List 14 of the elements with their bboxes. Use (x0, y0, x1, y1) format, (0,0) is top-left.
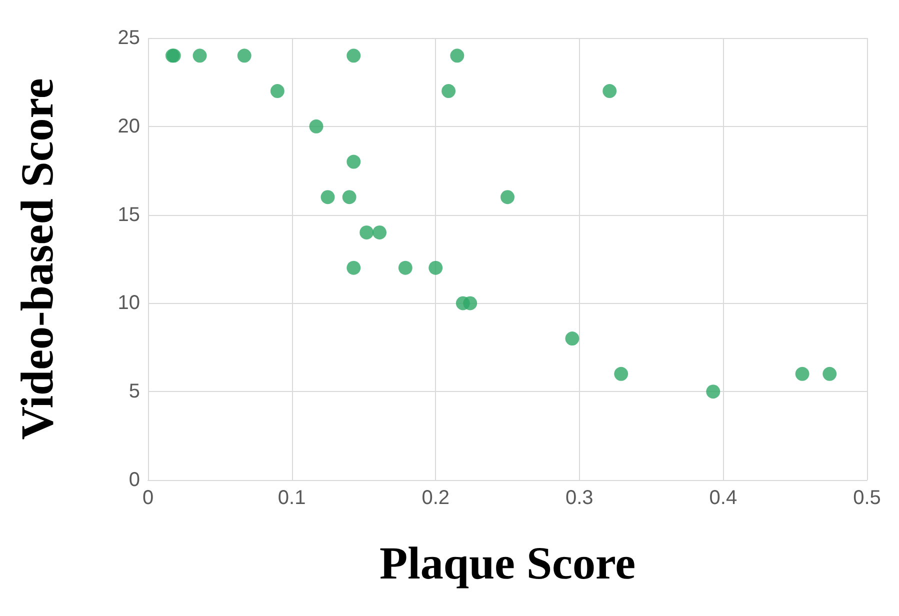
x-tick-label: 0.2 (422, 487, 450, 509)
x-tick-label: 0 (142, 487, 154, 509)
x-tick-label: 0.5 (853, 487, 881, 509)
y-tick-label: 20 (118, 115, 140, 138)
x-tick-label: 0.1 (278, 487, 306, 509)
x-axis-title: Plaque Score (380, 538, 636, 588)
y-tick-label: 15 (118, 204, 140, 226)
x-tick-label: 0.3 (565, 487, 594, 509)
y-tick-label: 25 (118, 27, 140, 49)
y-tick-label: 5 (128, 380, 140, 403)
y-axis-title: Video-based Score (12, 78, 62, 440)
y-tick-label: 0 (128, 469, 140, 491)
x-tick-label: 0.4 (709, 487, 738, 509)
y-tick-label: 10 (118, 292, 140, 314)
